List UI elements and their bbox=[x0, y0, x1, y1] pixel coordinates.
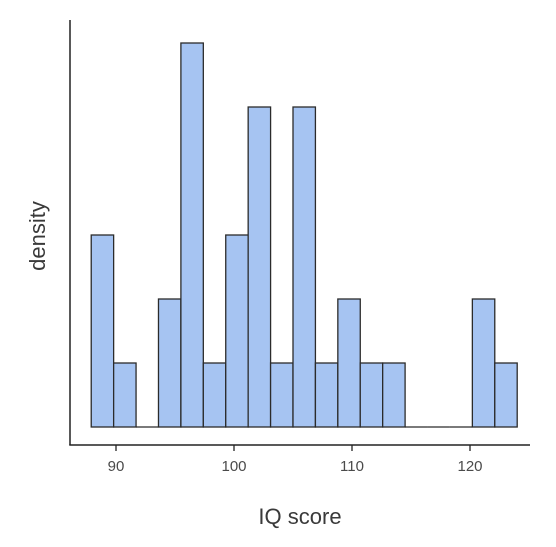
histogram-bars bbox=[90, 42, 518, 428]
histogram-bar bbox=[382, 362, 406, 428]
histogram-bar bbox=[337, 298, 361, 428]
histogram-bar bbox=[292, 106, 317, 428]
x-tick-label: 90 bbox=[108, 458, 125, 475]
x-tick-label: 110 bbox=[340, 458, 364, 475]
x-axis-title: IQ score bbox=[258, 504, 341, 529]
histogram-bar bbox=[157, 298, 182, 428]
histogram-bar bbox=[471, 298, 496, 428]
histogram-bar bbox=[90, 234, 115, 428]
histogram-bar bbox=[202, 362, 227, 428]
histogram-bar bbox=[314, 362, 339, 428]
histogram-bar bbox=[112, 362, 137, 428]
x-axis-ticks: 90 100 110 120 bbox=[108, 445, 483, 475]
histogram-bar bbox=[247, 106, 272, 428]
x-tick-label: 100 bbox=[221, 458, 246, 475]
histogram-bar bbox=[494, 362, 518, 428]
histogram-bar bbox=[180, 42, 204, 428]
histogram-bar bbox=[225, 234, 249, 428]
x-tick-label: 120 bbox=[457, 458, 482, 475]
histogram-bar bbox=[269, 362, 294, 428]
histogram-bar bbox=[359, 362, 384, 428]
y-axis-title: density bbox=[25, 201, 50, 271]
